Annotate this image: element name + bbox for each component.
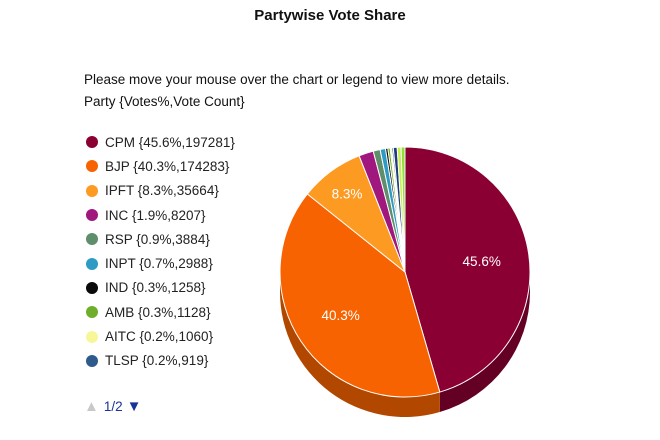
legend-swatch: [86, 233, 98, 246]
legend-item-tlsp[interactable]: TLSP {0.2%,919}: [86, 349, 235, 373]
slice-label-ipft: 8.3%: [332, 187, 363, 202]
legend-item-amb[interactable]: AMB {0.3%,1128}: [86, 300, 235, 324]
pie-side-walls: [280, 272, 530, 417]
legend-label: AITC {0.2%,1060}: [105, 329, 214, 345]
legend-label: AMB {0.3%,1128}: [105, 304, 211, 320]
legend-label: BJP {40.3%,174283}: [105, 158, 230, 174]
instruction-text: Please move your mouse over the chart or…: [84, 72, 510, 87]
legend-item-bjp[interactable]: BJP {40.3%,174283}: [86, 154, 235, 178]
legend-item-cpm[interactable]: CPM {45.6%,197281}: [86, 130, 235, 154]
legend-label: INPT {0.7%,2988}: [105, 256, 213, 272]
legend-item-ipft[interactable]: IPFT {8.3%,35664}: [86, 179, 235, 203]
legend-swatch: [86, 330, 98, 343]
legend-label: IND {0.3%,1258}: [105, 280, 206, 296]
pie-slice-bjp[interactable]: [279, 193, 441, 398]
legend-item-aitc[interactable]: AITC {0.2%,1060}: [86, 324, 235, 348]
pie-slice-other[interactable]: [400, 146, 406, 273]
legend-label: IPFT {8.3%,35664}: [105, 183, 219, 199]
triangle-up-icon: ▲: [84, 398, 99, 415]
pie-side-cpm: [439, 272, 530, 413]
legend-label: TLSP {0.2%,919}: [105, 353, 209, 369]
legend-pager: ▲ 1/2 ▼: [84, 398, 142, 415]
legend-swatch: [86, 209, 98, 222]
legend-swatch: [86, 184, 98, 197]
page-indicator: 1/2: [103, 399, 123, 414]
legend-swatch: [86, 306, 98, 319]
legend-swatch: [86, 160, 98, 173]
pie-side-bjp: [280, 272, 440, 417]
slice-label-bjp: 40.3%: [321, 308, 359, 323]
slice-label-cpm: 45.6%: [463, 254, 501, 269]
legend-item-ind[interactable]: IND {0.3%,1258}: [86, 276, 235, 300]
legend-item-inpt[interactable]: INPT {0.7%,2988}: [86, 251, 235, 275]
legend-label: RSP {0.9%,3884}: [105, 231, 210, 247]
pie-slice-cpm[interactable]: [404, 146, 531, 393]
legend-item-inc[interactable]: INC {1.9%,8207}: [86, 203, 235, 227]
triangle-down-icon[interactable]: ▼: [126, 398, 142, 415]
legend-label: INC {1.9%,8207}: [105, 207, 206, 223]
legend-swatch: [86, 281, 98, 294]
chart-title: Partywise Vote Share: [254, 7, 406, 24]
legend-swatch: [86, 257, 98, 270]
legend-item-rsp[interactable]: RSP {0.9%,3884}: [86, 227, 235, 251]
legend-swatch: [86, 354, 98, 367]
legend-label: CPM {45.6%,197281}: [105, 134, 235, 150]
legend-header: Party {Votes%,Vote Count}: [84, 94, 245, 109]
legend-swatch: [86, 136, 98, 149]
legend: CPM {45.6%,197281} BJP {40.3%,174283} IPFT…: [86, 130, 235, 373]
